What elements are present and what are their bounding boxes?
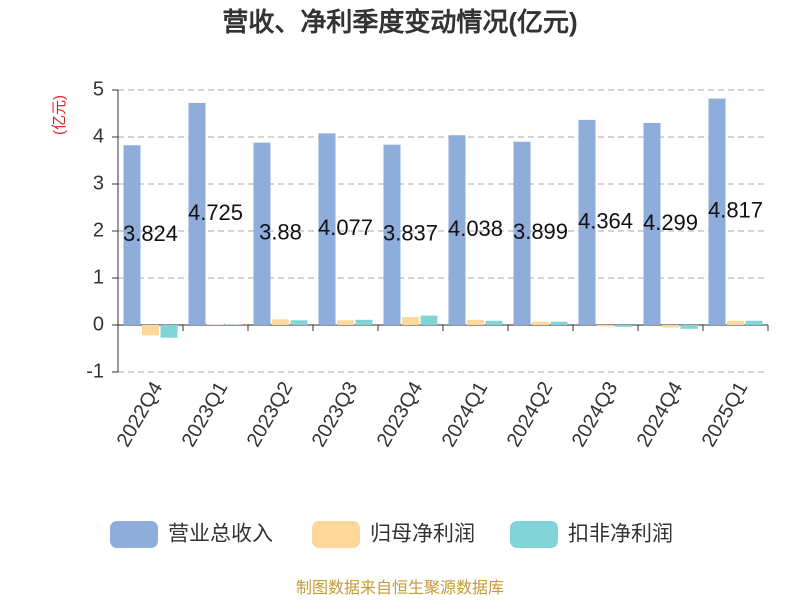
value-label: 3.88 <box>259 220 302 245</box>
value-label: 3.837 <box>383 221 438 246</box>
value-label: 4.725 <box>188 200 243 225</box>
bar <box>142 325 159 336</box>
bar <box>355 319 373 325</box>
x-tick-label: 2023Q1 <box>178 378 233 451</box>
bar <box>708 98 726 325</box>
y-tick-label: 2 <box>93 219 104 241</box>
legend-swatch <box>312 521 360 548</box>
y-axis-label: (亿元) <box>51 95 68 135</box>
y-tick-label: 1 <box>93 266 104 288</box>
value-label: 4.364 <box>578 208 633 233</box>
chart-title: 营收、净利季度变动情况(亿元) <box>222 7 577 37</box>
y-tick-label: 0 <box>93 313 104 335</box>
y-tick-label: 3 <box>93 172 104 194</box>
bar <box>383 144 401 325</box>
bar <box>615 325 633 327</box>
value-label: 4.299 <box>643 210 698 235</box>
bar <box>318 133 336 325</box>
y-tick-label: -1 <box>86 360 104 382</box>
value-label: 3.899 <box>513 219 568 244</box>
x-tick-label: 2024Q4 <box>633 378 688 451</box>
bar <box>402 317 419 325</box>
bar <box>727 320 744 325</box>
bar <box>532 321 549 325</box>
legend-swatch <box>510 521 558 548</box>
legend-label: 营业总收入 <box>168 523 273 546</box>
x-tick-label: 2024Q1 <box>438 378 493 451</box>
bar <box>578 119 596 325</box>
bar <box>448 135 466 325</box>
bar <box>272 319 289 325</box>
value-label: 3.824 <box>123 221 178 246</box>
bar <box>290 320 308 325</box>
bar <box>680 325 698 329</box>
value-label: 4.817 <box>708 198 763 223</box>
y-tick-label: 5 <box>93 78 104 100</box>
bar <box>420 315 438 325</box>
bar <box>662 325 679 328</box>
x-tick-label: 2025Q1 <box>698 378 753 451</box>
source-note: 制图数据来自恒生聚源数据库 <box>296 579 504 597</box>
bar <box>253 142 271 325</box>
bar <box>513 141 531 325</box>
x-tick-label: 2024Q2 <box>503 378 558 451</box>
bar <box>485 320 503 325</box>
legend-swatch <box>110 521 158 548</box>
x-tick-label: 2023Q3 <box>308 378 363 451</box>
bar <box>123 145 141 325</box>
x-tick-label: 2023Q4 <box>373 378 428 451</box>
legend-label: 归母净利润 <box>370 523 475 546</box>
bar <box>337 320 354 325</box>
x-tick-label: 2023Q2 <box>243 378 298 451</box>
bar <box>643 122 661 326</box>
x-tick-label: 2024Q3 <box>568 378 623 451</box>
value-label: 4.077 <box>318 215 373 240</box>
value-label: 4.038 <box>448 216 503 241</box>
bar <box>467 319 484 325</box>
bar <box>188 102 206 325</box>
y-tick-label: 4 <box>93 125 104 147</box>
bar <box>745 320 763 325</box>
bar <box>550 321 568 325</box>
x-tick-label: 2022Q4 <box>113 378 168 451</box>
bar <box>160 325 178 338</box>
bar <box>597 325 614 327</box>
legend-label: 扣非净利润 <box>568 523 673 546</box>
